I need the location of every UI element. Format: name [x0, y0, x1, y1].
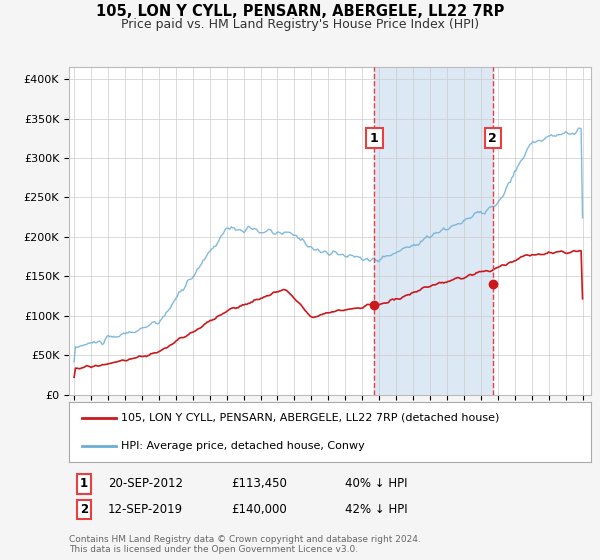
- Text: Price paid vs. HM Land Registry's House Price Index (HPI): Price paid vs. HM Land Registry's House …: [121, 18, 479, 31]
- Text: 42% ↓ HPI: 42% ↓ HPI: [345, 503, 407, 516]
- Text: £140,000: £140,000: [231, 503, 287, 516]
- Text: 1: 1: [80, 477, 88, 491]
- Text: 1: 1: [370, 132, 379, 144]
- Bar: [374, 67, 493, 395]
- Text: 2: 2: [80, 503, 88, 516]
- Text: 2: 2: [488, 132, 497, 144]
- Text: 40% ↓ HPI: 40% ↓ HPI: [345, 477, 407, 491]
- Text: 20-SEP-2012: 20-SEP-2012: [108, 477, 183, 491]
- Text: 105, LON Y CYLL, PENSARN, ABERGELE, LL22 7RP (detached house): 105, LON Y CYLL, PENSARN, ABERGELE, LL22…: [121, 413, 500, 423]
- Text: 105, LON Y CYLL, PENSARN, ABERGELE, LL22 7RP: 105, LON Y CYLL, PENSARN, ABERGELE, LL22…: [96, 4, 504, 20]
- Text: HPI: Average price, detached house, Conwy: HPI: Average price, detached house, Conw…: [121, 441, 365, 451]
- Text: Contains HM Land Registry data © Crown copyright and database right 2024.
This d: Contains HM Land Registry data © Crown c…: [69, 535, 421, 554]
- Text: 12-SEP-2019: 12-SEP-2019: [108, 503, 183, 516]
- Text: £113,450: £113,450: [231, 477, 287, 491]
